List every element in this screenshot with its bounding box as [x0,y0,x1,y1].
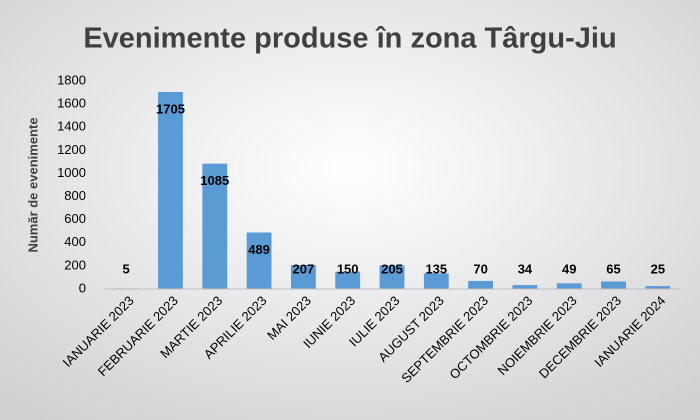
bar [379,265,405,289]
data-label: 1705 [156,101,185,116]
y-tick-label: 1000 [57,165,86,180]
bar [601,281,626,289]
bar [556,283,582,289]
y-axis-title: Număr de evenimente [25,117,40,252]
bar [290,265,316,289]
data-label: 34 [518,261,533,276]
data-label: 135 [425,261,447,276]
y-tick-label: 1600 [57,96,86,111]
data-label: 1085 [200,173,229,188]
y-tick-label: 1200 [57,142,86,157]
data-label: 49 [562,261,576,276]
data-label: 489 [248,242,270,257]
y-tick-label: 0 [79,280,86,295]
bar [246,232,272,289]
bar [423,273,449,289]
bar [202,163,228,289]
y-tick-label: 400 [64,234,86,249]
data-label: 150 [337,261,359,276]
data-label: 65 [606,261,620,276]
y-tick-label: 200 [64,257,86,272]
bar [468,280,494,289]
data-label: 207 [293,261,315,276]
data-label: 205 [381,261,403,276]
bar [645,286,671,289]
data-label: 5 [123,261,130,276]
y-tick-label: 800 [64,188,86,203]
y-tick-label: 600 [64,211,86,226]
bar [158,91,183,289]
data-label: 25 [651,261,665,276]
chart-title: Evenimente produse în zona Târgu-Jiu [83,23,616,55]
y-tick-label: 1400 [57,119,86,134]
bar [512,285,538,289]
y-tick-label: 1800 [57,72,86,87]
data-label: 70 [473,261,487,276]
bar [335,271,361,289]
